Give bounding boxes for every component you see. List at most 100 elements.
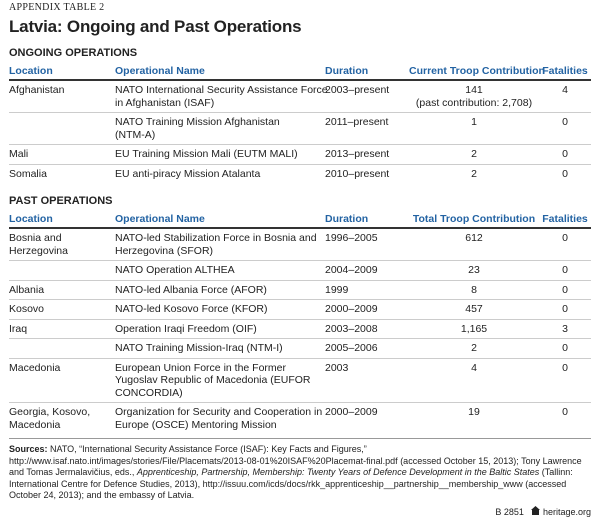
table-cell: 0 [539, 299, 591, 319]
report-code: B 2851 [495, 507, 524, 517]
table-head: Location Operational Name Duration Current … [9, 63, 591, 81]
table-row: Georgia, Kosovo, Macedonia Organization fo… [9, 402, 591, 434]
table-cell: 2003–present [325, 84, 390, 96]
table-cell: 0 [539, 279, 591, 300]
table-body: Afghanistan NATO International Security A… [9, 80, 591, 183]
table-row: Albania NATO-led Albania Force (AFOR) 1999… [9, 279, 591, 300]
table-cell: 4 [562, 84, 568, 96]
table-row: NATO Training Mission-Iraq (NTM-I) 2005–2… [9, 338, 591, 358]
table-cell: 0 [539, 144, 591, 164]
column-header: Location [9, 63, 115, 81]
table-cell: 2013–present [325, 144, 409, 164]
table-cell: 2 [409, 144, 539, 164]
section-title: PAST OPERATIONS [9, 195, 113, 207]
footer: B 2851 heritage.org [495, 506, 591, 517]
table-row: Bosnia and Herzegovina NATO-led Stabilizat… [9, 228, 591, 261]
table-cell: 141 (past contribution: 2,708) [409, 80, 539, 113]
table-cell: Albania [9, 279, 115, 300]
table-row: Afghanistan NATO International Security A… [9, 80, 591, 113]
table-cell: 2 [409, 163, 539, 183]
table-cell: Iraq [9, 318, 115, 339]
table-cell: Kosovo [9, 299, 115, 319]
table-cell: 2004–2009 [325, 260, 409, 280]
table-cell: NATO Training Mission-Iraq (NTM-I) [115, 338, 325, 358]
table-cell: NATO-led Kosovo Force (KFOR) [115, 299, 325, 319]
table-body: Bosnia and Herzegovina NATO-led Stabilizat… [9, 228, 591, 434]
table-cell: Bosnia and Herzegovina [9, 228, 115, 261]
table-cell: Somalia [9, 163, 115, 183]
table-cell: NATO-led Stabilization Force in Bosnia a… [115, 228, 325, 261]
table-cell: 2011–present [325, 112, 409, 145]
table-cell: 1,165 [409, 318, 539, 339]
empty-cell [9, 112, 115, 145]
table-cell: 0 [539, 357, 591, 403]
cell-line: in Afghanistan (ISAF) [115, 96, 215, 109]
table-cell: 0 [539, 260, 591, 280]
column-header: Total Troop Contribution [409, 211, 539, 229]
table-cell: 2010–present [325, 163, 409, 183]
cell-line: NATO International Security Assistance F… [115, 84, 328, 96]
sources-label: Sources: [9, 444, 48, 454]
cell-line: Europe (OSCE) Mentoring Mission [115, 418, 277, 431]
operations-table: Location Operational Name Duration Total Tr… [9, 211, 591, 434]
logo-icon [531, 506, 541, 515]
table-row: Iraq Operation Iraqi Freedom (OIF) 2003–20… [9, 318, 591, 339]
cell-line: (NTM-A) [115, 128, 156, 141]
column-header: Operational Name [115, 211, 325, 229]
table-cell: NATO Operation ALTHEA [115, 260, 325, 280]
table-row: Kosovo NATO-led Kosovo Force (KFOR) 2000–2… [9, 299, 591, 319]
column-header: Fatalities [539, 63, 591, 81]
table-cell: EU Training Mission Mali (EUTM MALI) [115, 144, 325, 164]
table-cell: 19 [409, 402, 539, 434]
table-cell: 2000–2009 [325, 299, 409, 319]
cell-line: 141 [465, 84, 483, 96]
table-row: Somalia EU anti-piracy Mission Atalanta 20… [9, 163, 591, 183]
column-header: Current Troop Contribution [409, 63, 545, 81]
sections: ONGOING OPERATIONS Location Operational Na… [9, 47, 591, 434]
cell-line: Georgia, Kosovo, [9, 406, 91, 418]
site: heritage.org [542, 507, 591, 517]
table-row: Mali EU Training Mission Mali (EUTM MALI)… [9, 144, 591, 164]
header-row: Location Operational Name Duration Current … [9, 63, 591, 81]
table-cell: 2000–2009 [325, 402, 409, 434]
table-cell: 0 [539, 112, 591, 145]
table-cell: NATO-led Albania Force (AFOR) [115, 279, 325, 300]
source-text: NATO, “International Security Assistance… [9, 444, 582, 477]
table-cell: Organization for Security and Cooperatio… [115, 402, 325, 434]
document: APPENDIX TABLE 2 Latvia: Ongoing and Pas… [9, 2, 591, 502]
table-cell: NATO International Security Assistance F… [115, 80, 328, 113]
cell-line: NATO Training Mission Afghanistan [115, 116, 280, 128]
column-header: Fatalities [539, 211, 591, 229]
section-title: ONGOING OPERATIONS [9, 47, 138, 59]
table-row: NATO Operation ALTHEA 2004–2009 23 0 [9, 260, 591, 280]
cell-line: Yugoslav Republic of Macedonia (EUFOR [115, 374, 311, 386]
table-cell: 2005–2006 [325, 338, 409, 358]
table-cell: 3 [539, 318, 591, 339]
source-text: Apprenticeship, Partnership, Membership:… [136, 467, 540, 477]
table-cell: 23 [409, 260, 539, 280]
column-header: Operational Name [115, 63, 325, 81]
table-cell: 0 [562, 232, 568, 244]
cell-line: Herzegovina [9, 244, 68, 257]
cell-line: (past contribution: 2,708) [415, 96, 533, 109]
table-head: Location Operational Name Duration Total Tr… [9, 211, 591, 229]
cell-line: European Union Force in the Former [115, 361, 286, 374]
empty-cell [9, 338, 115, 358]
cell-line: Macedonia [9, 418, 61, 431]
column-header: Location [9, 211, 115, 229]
table-label: APPENDIX TABLE 2 [9, 2, 105, 13]
table-cell: EU anti-piracy Mission Atalanta [115, 163, 325, 183]
table-row: Macedonia European Union Force in the For… [9, 357, 591, 403]
column-header: Duration [325, 63, 409, 81]
table-cell: Macedonia [9, 357, 115, 403]
table-title: Latvia: Ongoing and Past Operations [9, 17, 302, 36]
table-cell: 0 [539, 402, 591, 434]
table-cell: 1 [409, 112, 539, 145]
table-cell: 2003 [325, 357, 409, 403]
table-cell: 2003–2008 [325, 318, 409, 339]
empty-cell [9, 260, 115, 280]
operations-table: Location Operational Name Duration Current … [9, 63, 591, 183]
table-cell: Mali [9, 144, 115, 164]
cell-line: CONCORDIA) [115, 386, 183, 399]
header-row: Location Operational Name Duration Total Tr… [9, 211, 591, 229]
